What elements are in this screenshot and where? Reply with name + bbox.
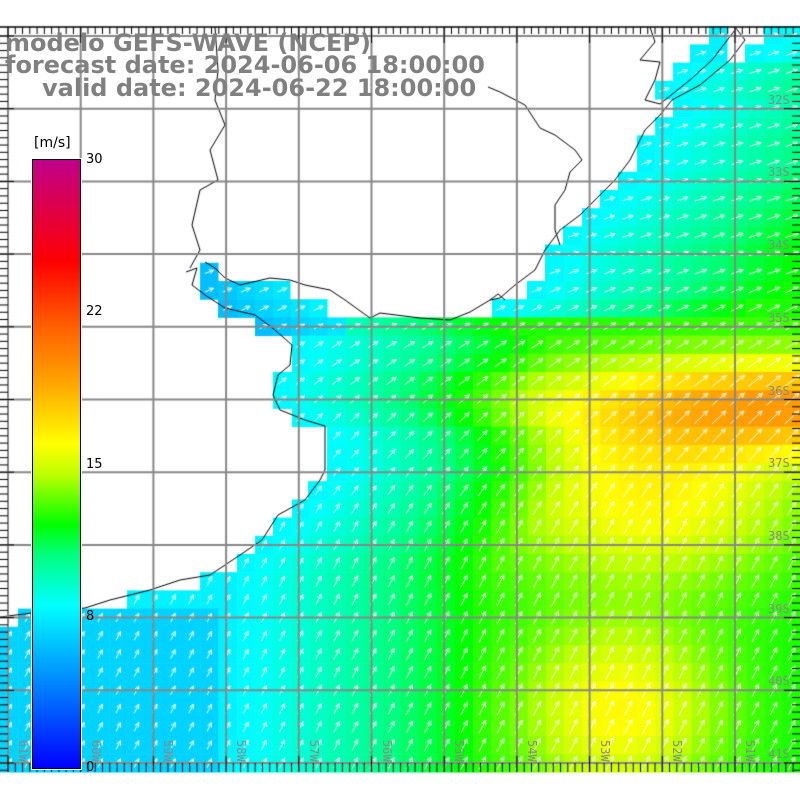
colorbar bbox=[32, 159, 81, 769]
latitude-label: 32S bbox=[768, 92, 790, 107]
longitude-label: 58W bbox=[234, 740, 249, 762]
latitude-label: 40S bbox=[768, 674, 790, 689]
longitude-label: 55W bbox=[452, 740, 467, 762]
longitude-label: 54W bbox=[524, 740, 539, 762]
longitude-label: 61W bbox=[16, 740, 30, 762]
longitude-label: 56W bbox=[379, 740, 394, 762]
colorbar-unit: [m/s] bbox=[34, 135, 71, 151]
colorbar-tick: 22 bbox=[86, 304, 103, 319]
latitude-label: 38S bbox=[768, 528, 790, 543]
latitude-label: 41S bbox=[768, 747, 790, 761]
latitude-label: 35S bbox=[768, 310, 790, 325]
longitude-label: 60W bbox=[88, 740, 103, 762]
colorbar-tick: 0 bbox=[86, 760, 95, 775]
latitude-label: 37S bbox=[768, 456, 790, 471]
latitude-label: 33S bbox=[768, 165, 790, 180]
valid-date: valid date: 2024-06-22 18:00:00 bbox=[42, 74, 477, 102]
longitude-label: 59W bbox=[161, 740, 176, 762]
latitude-label: 36S bbox=[768, 383, 790, 398]
model-title: modelo GEFS-WAVE (NCEP) bbox=[5, 29, 371, 57]
colorbar-tick: 15 bbox=[86, 457, 103, 472]
longitude-label: 57W bbox=[306, 740, 321, 762]
latitude-label: 34S bbox=[768, 238, 790, 253]
colorbar-tick: 30 bbox=[86, 152, 103, 167]
longitude-label: 51W bbox=[743, 740, 757, 762]
longitude-label: 53W bbox=[597, 740, 612, 762]
colorbar-tick: 8 bbox=[86, 609, 95, 624]
forecast-date: forecast date: 2024-06-06 18:00:00 bbox=[5, 51, 485, 79]
longitude-label: 52W bbox=[670, 740, 685, 762]
latitude-label: 39S bbox=[768, 601, 790, 616]
